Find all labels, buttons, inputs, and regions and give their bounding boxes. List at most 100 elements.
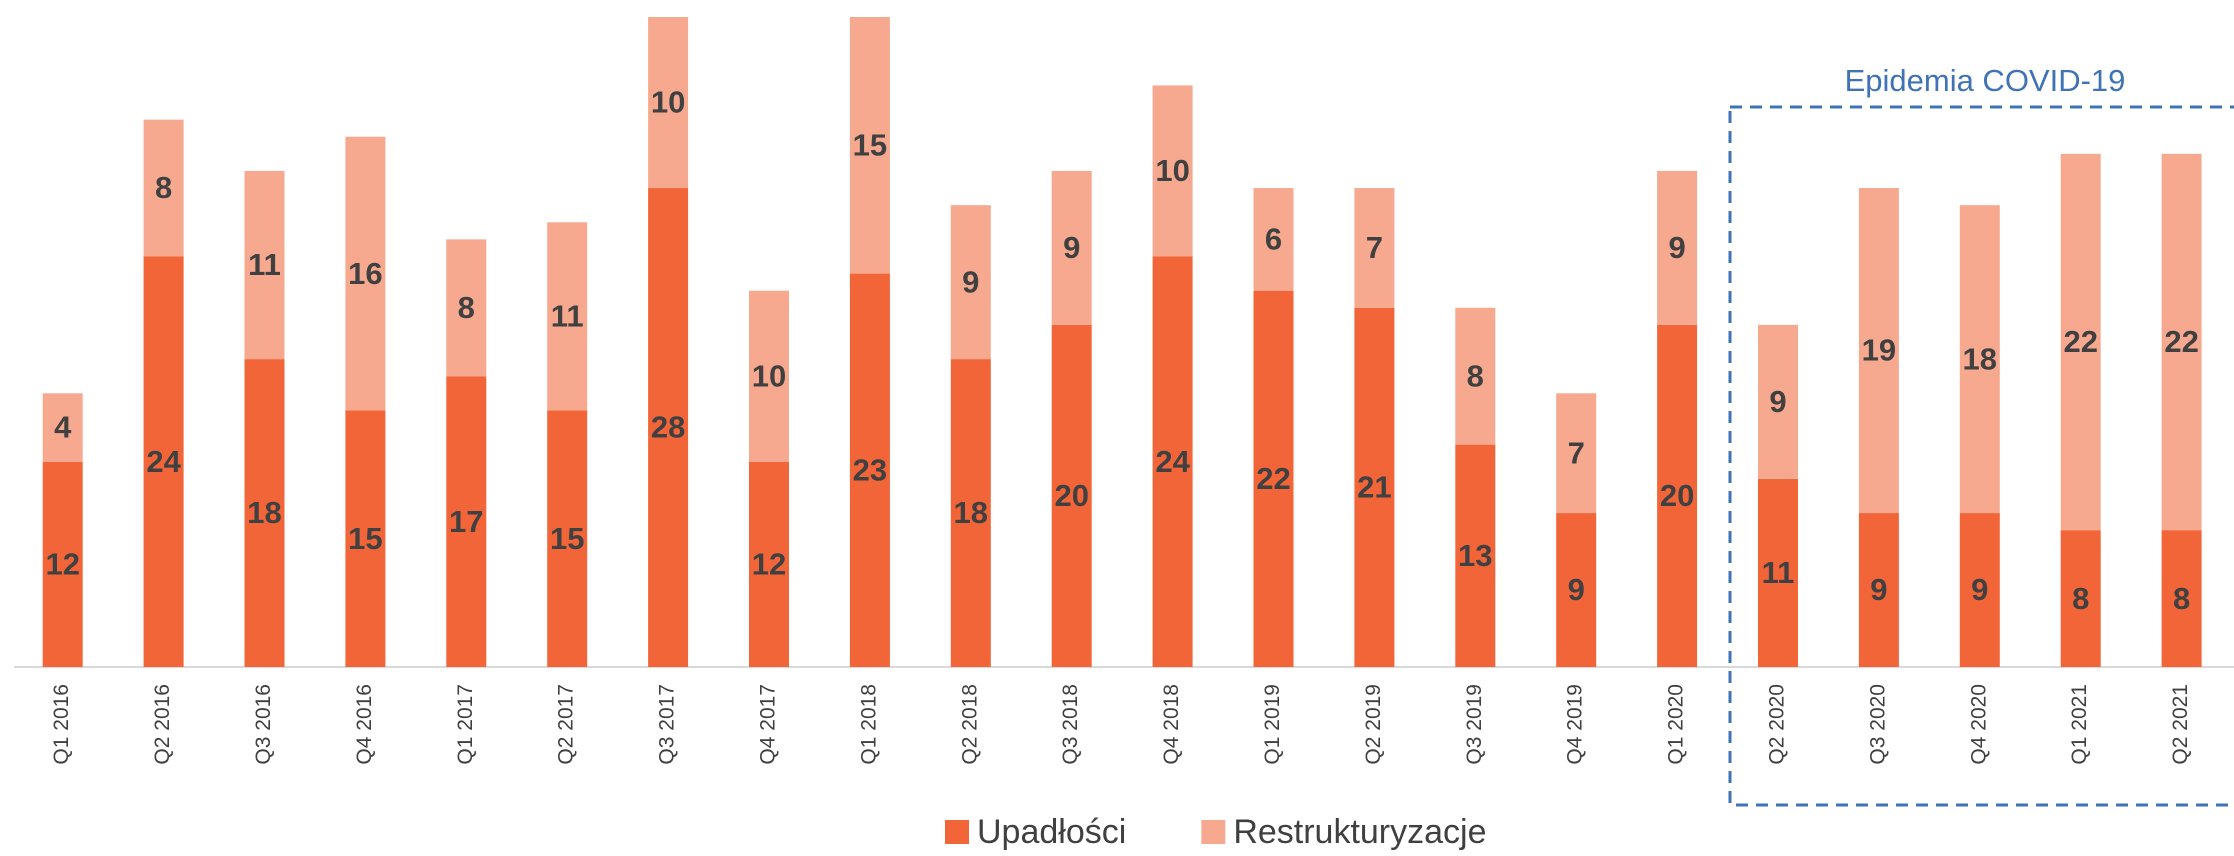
data-label: 8 (155, 170, 172, 205)
bar-segment (446, 239, 487, 377)
x-tick-label: Q2 2017 (555, 684, 578, 765)
bar-segment (1758, 478, 1798, 667)
data-label: 10 (752, 358, 786, 393)
data-label: 15 (853, 127, 887, 162)
bar-segment (1354, 307, 1395, 667)
data-label: 17 (449, 504, 483, 539)
bar-segment (1354, 188, 1395, 308)
x-tick-label: Q3 2017 (656, 684, 679, 765)
legend-label: Restrukturyzacje (1233, 813, 1486, 851)
data-label: 21 (1357, 470, 1391, 505)
data-label: 16 (348, 256, 382, 291)
legend-label: Upadłości (977, 813, 1126, 851)
bar-segment (849, 17, 890, 274)
bar-segment (950, 205, 991, 360)
bar-segment (2060, 530, 2101, 667)
data-label: 9 (1870, 572, 1887, 607)
data-label: 11 (1762, 555, 1795, 590)
bar-segment (244, 359, 285, 667)
x-tick-label: Q2 2021 (2169, 684, 2192, 765)
bar-segment (1455, 444, 1496, 667)
bar-segment (1051, 324, 1092, 667)
x-tick-label: Q4 2017 (757, 684, 780, 765)
bar-segment (345, 410, 386, 667)
bar-segment (2161, 530, 2202, 667)
bar-segment (1152, 85, 1193, 257)
x-tick-label: Q3 2016 (252, 684, 275, 765)
bar-segment (42, 461, 83, 667)
bar-segment (1556, 513, 1597, 667)
data-label: 12 (752, 547, 786, 582)
data-label: 7 (1568, 435, 1585, 470)
bar-segment (1051, 170, 1092, 325)
legend-swatch (945, 820, 969, 844)
data-label: 8 (2173, 581, 2190, 616)
bar-segment (2161, 153, 2202, 531)
bar-segment (1758, 324, 1798, 479)
data-label: 4 (54, 410, 72, 445)
data-label: 18 (247, 495, 281, 530)
bar-segment (1858, 513, 1899, 667)
data-label: 23 (853, 452, 887, 487)
data-label: 11 (551, 299, 584, 334)
data-label: 22 (1256, 461, 1290, 496)
bar-segment (143, 119, 184, 257)
bar-segment (1253, 188, 1294, 291)
bar-segment (547, 410, 588, 667)
x-tick-label: Q1 2020 (1665, 684, 1688, 765)
x-tick-label: Q2 2016 (151, 684, 174, 765)
data-label: 9 (1568, 572, 1585, 607)
x-tick-label: Q4 2016 (353, 684, 376, 765)
data-label: 24 (146, 444, 181, 479)
bar-segment (1556, 393, 1597, 514)
bar-segment (1253, 290, 1294, 667)
x-tick-label: Q2 2018 (958, 684, 981, 765)
data-label: 22 (2063, 324, 2097, 359)
data-label: 22 (2164, 324, 2198, 359)
bar-segment (143, 256, 184, 667)
covid-box (1728, 105, 2234, 807)
data-label: 11 (248, 247, 281, 282)
data-label: 8 (2072, 581, 2089, 616)
legend-swatch (1201, 820, 1226, 844)
bar-segment (244, 170, 285, 360)
bar-segment (446, 376, 487, 667)
data-label: 20 (1054, 478, 1088, 513)
data-label: 13 (1458, 538, 1492, 573)
x-tick-label: Q4 2019 (1564, 684, 1587, 765)
bar-segment (1657, 170, 1698, 325)
data-label: 8 (458, 290, 475, 325)
bar-segment (1152, 256, 1193, 667)
annotation: Epidemia COVID-19 (1845, 63, 2126, 98)
x-tick-label: Q1 2016 (50, 684, 73, 765)
data-label: 9 (962, 264, 979, 299)
data-label: 18 (1963, 341, 1997, 376)
bar-segment (345, 136, 386, 411)
data-label: 9 (1668, 230, 1685, 265)
data-label: 6 (1265, 222, 1282, 257)
bar-segment (1858, 188, 1899, 514)
data-label: 8 (1467, 358, 1484, 393)
x-tick-label: Q4 2020 (1967, 684, 1990, 765)
x-tick-label: Q1 2021 (2068, 684, 2091, 765)
bar-segment (950, 359, 991, 667)
bar-segment (849, 273, 890, 667)
bar-segment (648, 188, 689, 668)
data-label: 9 (1063, 230, 1080, 265)
data-label: 7 (1366, 230, 1383, 265)
x-tick-label: Q1 2018 (857, 684, 880, 765)
data-label: 28 (651, 410, 685, 445)
bar-segment (1455, 307, 1496, 445)
x-tick-label: Q2 2019 (1362, 684, 1385, 765)
bar-segment (547, 222, 588, 411)
data-label: 10 (651, 85, 685, 120)
bar-segment (2060, 153, 2101, 531)
x-tick-label: Q1 2019 (1261, 684, 1284, 765)
x-tick-label: Q4 2018 (1160, 684, 1183, 765)
data-label: 10 (1155, 153, 1189, 188)
data-label: 12 (45, 547, 79, 582)
x-tick-label: Q2 2020 (1766, 684, 1789, 765)
bar-segment (42, 393, 83, 462)
